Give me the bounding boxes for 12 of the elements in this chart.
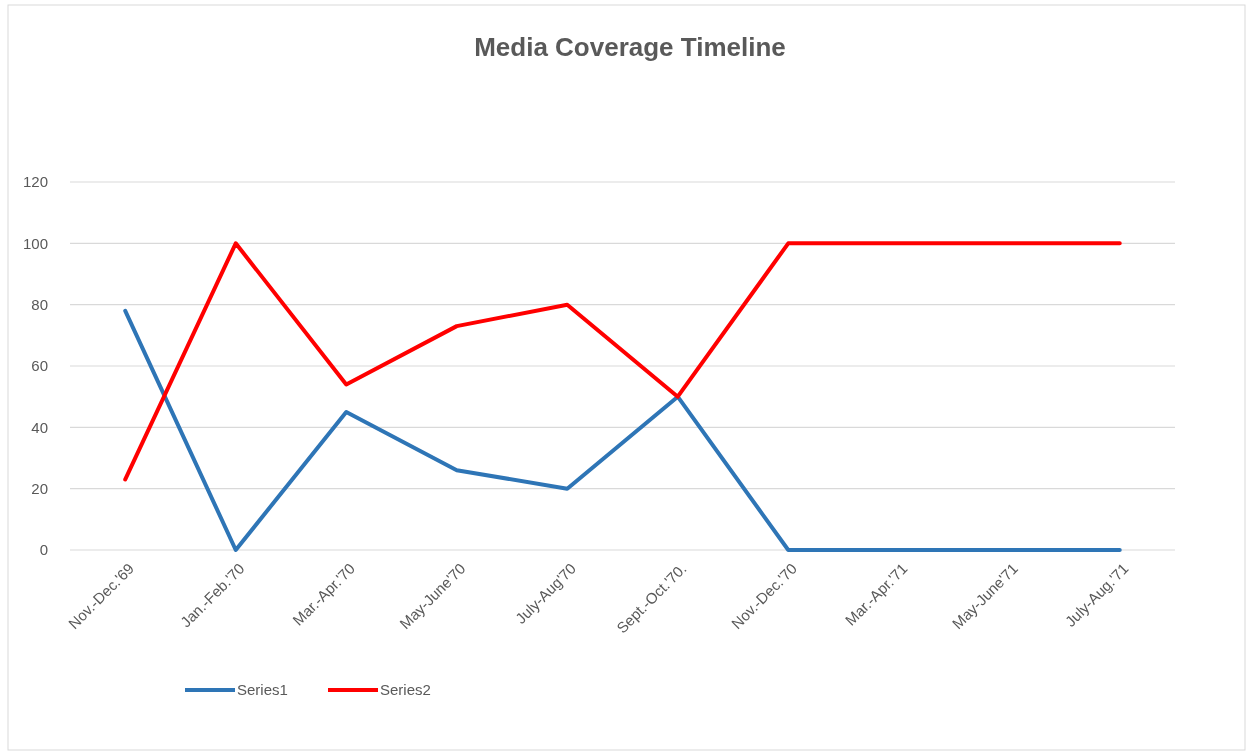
y-tick-label: 80 — [31, 295, 48, 313]
y-tick-label: 60 — [31, 357, 48, 375]
chart-title: Media Coverage Timeline — [474, 32, 786, 62]
legend-label: Series2 — [380, 681, 431, 699]
y-tick-label: 120 — [22, 173, 48, 191]
y-tick-label: 40 — [31, 418, 48, 436]
y-tick-label: 100 — [22, 234, 48, 252]
legend-label: Series1 — [237, 681, 288, 699]
line-series — [123, 241, 1122, 482]
y-tick-label: 20 — [31, 479, 48, 497]
y-tick-label: 0 — [39, 541, 48, 559]
line-series — [123, 308, 1122, 552]
